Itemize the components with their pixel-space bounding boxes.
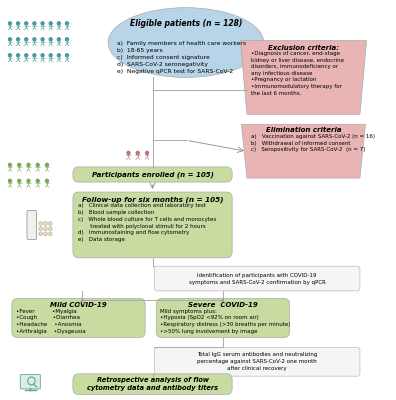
Circle shape (44, 222, 48, 226)
Text: Participants enrolled (n = 105): Participants enrolled (n = 105) (91, 171, 213, 178)
FancyBboxPatch shape (154, 348, 360, 376)
Text: Severe  COVID-19: Severe COVID-19 (188, 302, 258, 308)
Circle shape (46, 179, 48, 182)
Circle shape (65, 22, 69, 25)
Polygon shape (242, 124, 366, 178)
Circle shape (8, 163, 11, 166)
Circle shape (49, 22, 52, 25)
Text: Mild COVID-19: Mild COVID-19 (50, 302, 107, 308)
Circle shape (49, 54, 52, 57)
Circle shape (33, 22, 36, 25)
FancyBboxPatch shape (73, 192, 232, 258)
Text: a)   Clinical data collection and laboratory test
b)   Blood sample collection
c: a) Clinical data collection and laborato… (78, 203, 217, 242)
Circle shape (17, 54, 19, 57)
Circle shape (57, 54, 60, 57)
FancyBboxPatch shape (73, 374, 232, 394)
Text: Total IgG serum antibodies and neutralizing
percentage against SARS-CoV-2 one mo: Total IgG serum antibodies and neutraliz… (197, 352, 317, 371)
Circle shape (44, 232, 48, 236)
Circle shape (25, 54, 28, 57)
Circle shape (127, 152, 130, 154)
Circle shape (8, 54, 11, 57)
Circle shape (36, 163, 39, 166)
Ellipse shape (108, 8, 264, 78)
Circle shape (41, 22, 44, 25)
Circle shape (18, 179, 21, 182)
Circle shape (27, 179, 30, 182)
FancyBboxPatch shape (27, 210, 36, 240)
Text: a)   Vaccination against SARS-CoV-2 (n = 16)
b)   Withdrawal of informed consent: a) Vaccination against SARS-CoV-2 (n = 1… (251, 134, 375, 152)
Circle shape (49, 38, 52, 41)
Circle shape (39, 227, 42, 231)
Circle shape (145, 152, 148, 154)
Text: Follow-up for six months (n = 105): Follow-up for six months (n = 105) (82, 196, 223, 203)
Circle shape (48, 232, 52, 236)
Circle shape (46, 163, 48, 166)
Text: Mild symptoms plus:
•Hypoxia (SpO2 <92% on room air)
•Respiratory distress (>30 : Mild symptoms plus: •Hypoxia (SpO2 <92% … (160, 309, 290, 334)
Text: Eligible patients (n = 128): Eligible patients (n = 128) (129, 18, 242, 28)
Circle shape (33, 38, 36, 41)
Circle shape (57, 22, 60, 25)
Circle shape (65, 38, 69, 41)
Text: a)  Family members of health care workers
b)  18-65 years
c)  Informed consent s: a) Family members of health care workers… (118, 41, 246, 74)
Circle shape (25, 38, 28, 41)
Text: Retrospective analysis of flow
cytometry data and antibody titers: Retrospective analysis of flow cytometry… (87, 377, 218, 391)
Text: Exclusion criteria:: Exclusion criteria: (268, 44, 339, 50)
Circle shape (39, 222, 42, 226)
Circle shape (65, 54, 69, 57)
Circle shape (36, 179, 39, 182)
Circle shape (48, 227, 52, 231)
Circle shape (8, 179, 11, 182)
FancyBboxPatch shape (73, 167, 232, 182)
Circle shape (136, 152, 139, 154)
Circle shape (57, 38, 60, 41)
Circle shape (18, 163, 21, 166)
Circle shape (8, 22, 11, 25)
Circle shape (48, 222, 52, 226)
Text: •Fever          •Myalgia
•Cough         •Diarrhea
•Headache    •Anosmia
•Arthral: •Fever •Myalgia •Cough •Diarrhea •Headac… (15, 309, 85, 334)
FancyBboxPatch shape (12, 298, 145, 338)
Text: Identification of participants with COVID-19
symptoms and SARS-CoV-2 confirmatio: Identification of participants with COVI… (189, 272, 326, 284)
Circle shape (44, 227, 48, 231)
Circle shape (25, 22, 28, 25)
Circle shape (41, 54, 44, 57)
Circle shape (33, 54, 36, 57)
Text: Elimination criteria: Elimination criteria (266, 128, 341, 134)
Polygon shape (240, 40, 367, 114)
Circle shape (41, 38, 44, 41)
FancyBboxPatch shape (154, 266, 360, 291)
Circle shape (17, 38, 19, 41)
Circle shape (27, 163, 30, 166)
FancyBboxPatch shape (20, 374, 40, 389)
Text: •Diagnosis of cancer, end-stage
kidney or liver disease, endocrine
disorders, im: •Diagnosis of cancer, end-stage kidney o… (251, 51, 344, 96)
Circle shape (8, 38, 11, 41)
Circle shape (17, 22, 19, 25)
Circle shape (39, 232, 42, 236)
FancyBboxPatch shape (156, 298, 289, 338)
